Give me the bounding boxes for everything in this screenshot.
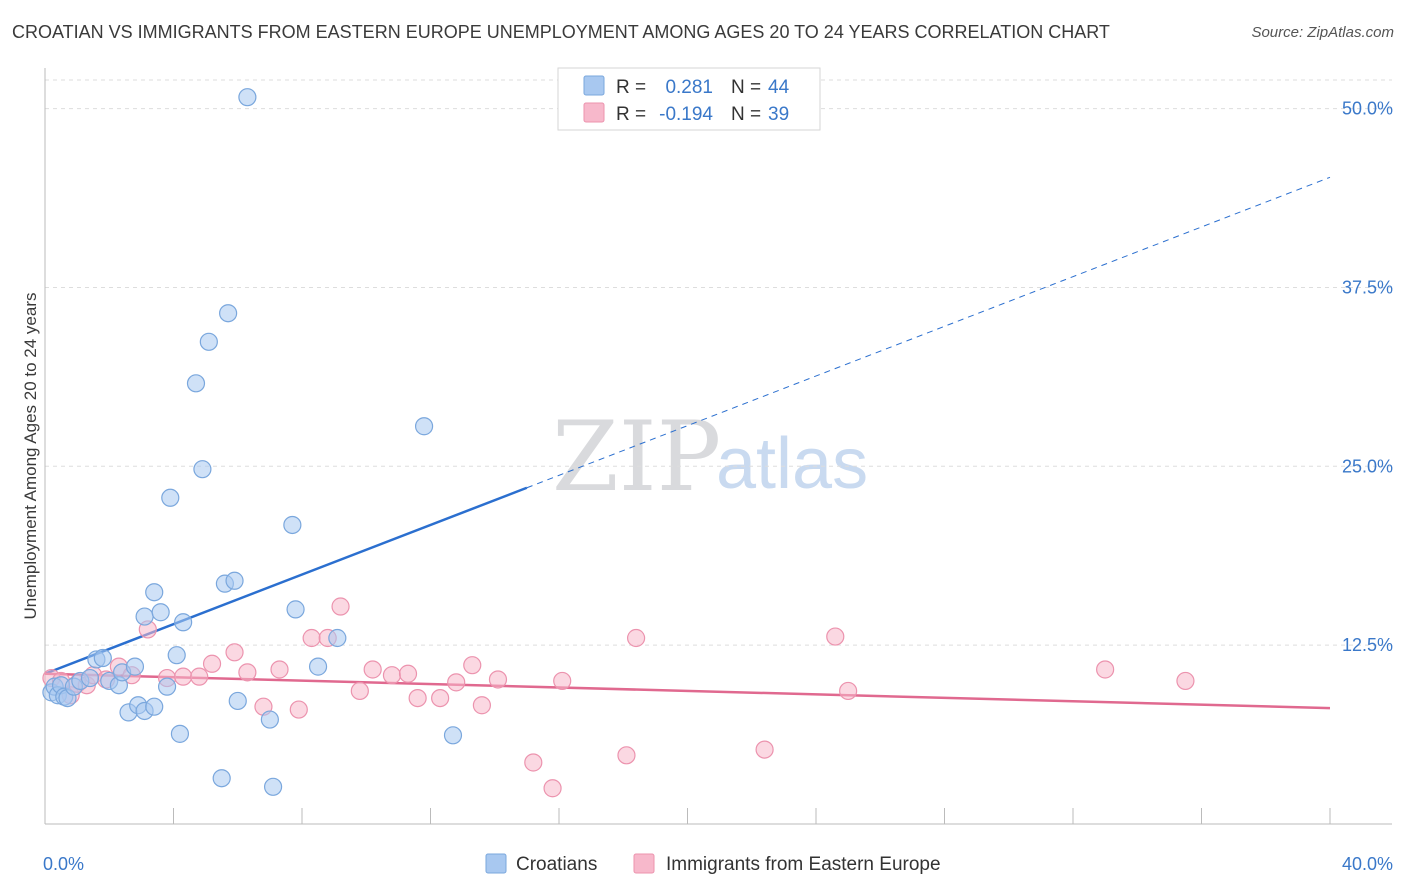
croatians-point	[151, 603, 170, 622]
legend-label-croatians: Croatians	[516, 854, 597, 875]
immigrants-point	[350, 681, 369, 701]
immigrants-point	[488, 670, 508, 689]
immigrants-point	[331, 597, 350, 616]
immigrants-point	[238, 663, 257, 682]
croatians-point	[167, 646, 186, 665]
croatians-point	[186, 374, 206, 393]
legend-n-label: N =	[731, 104, 761, 125]
croatians-point	[219, 304, 238, 323]
legend-swatch-croatians	[583, 75, 605, 96]
immigrants-point	[398, 664, 418, 683]
series-croatians-points	[42, 88, 463, 796]
croatians-point	[125, 657, 145, 676]
croatians-point	[174, 613, 193, 632]
croatians-point	[283, 515, 302, 535]
series-immigrants-points	[42, 597, 1195, 798]
immigrants-point	[431, 688, 450, 708]
croatians-point	[414, 417, 434, 436]
y-tick-label: 37.5%	[1342, 277, 1393, 297]
immigrants-point	[463, 656, 482, 675]
immigrants-point	[202, 654, 222, 673]
croatians-point	[260, 710, 279, 729]
immigrants-point	[363, 660, 382, 679]
immigrants-point	[190, 667, 209, 686]
y-tick-label: 12.5%	[1342, 635, 1393, 655]
watermark: ZIP atlas	[552, 401, 868, 513]
x-tick-label: 0.0%	[43, 854, 84, 874]
immigrants-point	[626, 628, 646, 648]
y-axis-title: Unemployment Among Ages 20 to 24 years	[21, 293, 40, 620]
source-credit: Source: ZipAtlas.com	[1251, 24, 1394, 41]
croatians-point	[238, 88, 257, 107]
immigrants-point	[617, 746, 636, 765]
immigrants-point	[174, 667, 193, 686]
immigrants-point	[408, 688, 427, 708]
croatians-point	[199, 332, 218, 351]
y-tick-label: 50.0%	[1342, 99, 1393, 119]
croatians-point	[212, 769, 231, 788]
immigrants-point	[553, 671, 572, 691]
y-tick-labels: 12.5% 25.0% 37.5% 50.0%	[1342, 99, 1393, 656]
immigrants-point	[472, 696, 491, 715]
immigrants-point	[289, 700, 308, 719]
immigrants-point	[826, 627, 845, 646]
immigrants-point	[543, 779, 562, 798]
immigrants-point	[1176, 671, 1195, 691]
croatians-point	[263, 777, 283, 796]
immigrants-point	[382, 666, 402, 685]
croatians-point	[225, 571, 244, 590]
croatians-point	[328, 628, 347, 648]
grid-lines	[45, 79, 1392, 646]
correlation-legend: R = 0.281 N = 44 R = -0.194 N = 39	[557, 67, 821, 131]
croatians-point	[193, 460, 212, 479]
immigrants-point	[270, 660, 289, 679]
croatians-point	[443, 726, 463, 745]
immigrants-point	[447, 673, 466, 692]
x-tick-labels: 0.0% 40.0%	[43, 854, 1393, 874]
series-legend: Croatians Immigrants from Eastern Europe	[485, 853, 941, 875]
croatians-point	[145, 697, 164, 716]
trend-lines	[44, 176, 1331, 710]
legend-n-label: N =	[731, 77, 761, 98]
croatians-point	[286, 600, 305, 619]
legend-r-value: 0.281	[665, 77, 713, 98]
legend-swatch-croatians	[485, 853, 507, 874]
immigrants-point	[524, 753, 543, 772]
legend-n-value: 39	[768, 104, 789, 125]
immigrants-point	[302, 628, 321, 648]
legend-n-value: 44	[768, 77, 790, 98]
croatians-point	[161, 488, 180, 507]
legend-label-immigrants: Immigrants from Eastern Europe	[666, 854, 941, 875]
croatians-trend-line	[44, 486, 528, 675]
watermark-atlas: atlas	[716, 424, 868, 504]
watermark-zip: ZIP	[552, 401, 721, 513]
legend-swatch-immigrants	[583, 102, 605, 123]
y-tick-label: 25.0%	[1342, 456, 1393, 476]
croatians-point	[228, 691, 247, 711]
croatians-point	[157, 677, 177, 696]
legend-r-label: R =	[616, 104, 646, 125]
legend-swatch-immigrants	[633, 853, 655, 874]
croatians-point	[135, 607, 154, 626]
croatians-point	[93, 648, 112, 668]
croatians-trend-extension	[526, 176, 1331, 489]
immigrants-point	[1096, 660, 1115, 679]
immigrants-point	[225, 643, 244, 662]
x-tick-label: 40.0%	[1342, 854, 1393, 874]
legend-r-value: -0.194	[659, 104, 713, 125]
immigrants-trend-line	[44, 672, 1331, 710]
legend-r-label: R =	[616, 77, 646, 98]
immigrants-point	[839, 681, 858, 701]
croatians-point	[80, 668, 100, 688]
croatians-point	[308, 657, 328, 676]
croatians-point	[145, 583, 164, 602]
chart-title: CROATIAN VS IMMIGRANTS FROM EASTERN EURO…	[12, 22, 1110, 42]
croatians-point	[170, 724, 190, 743]
immigrants-point	[755, 740, 774, 759]
